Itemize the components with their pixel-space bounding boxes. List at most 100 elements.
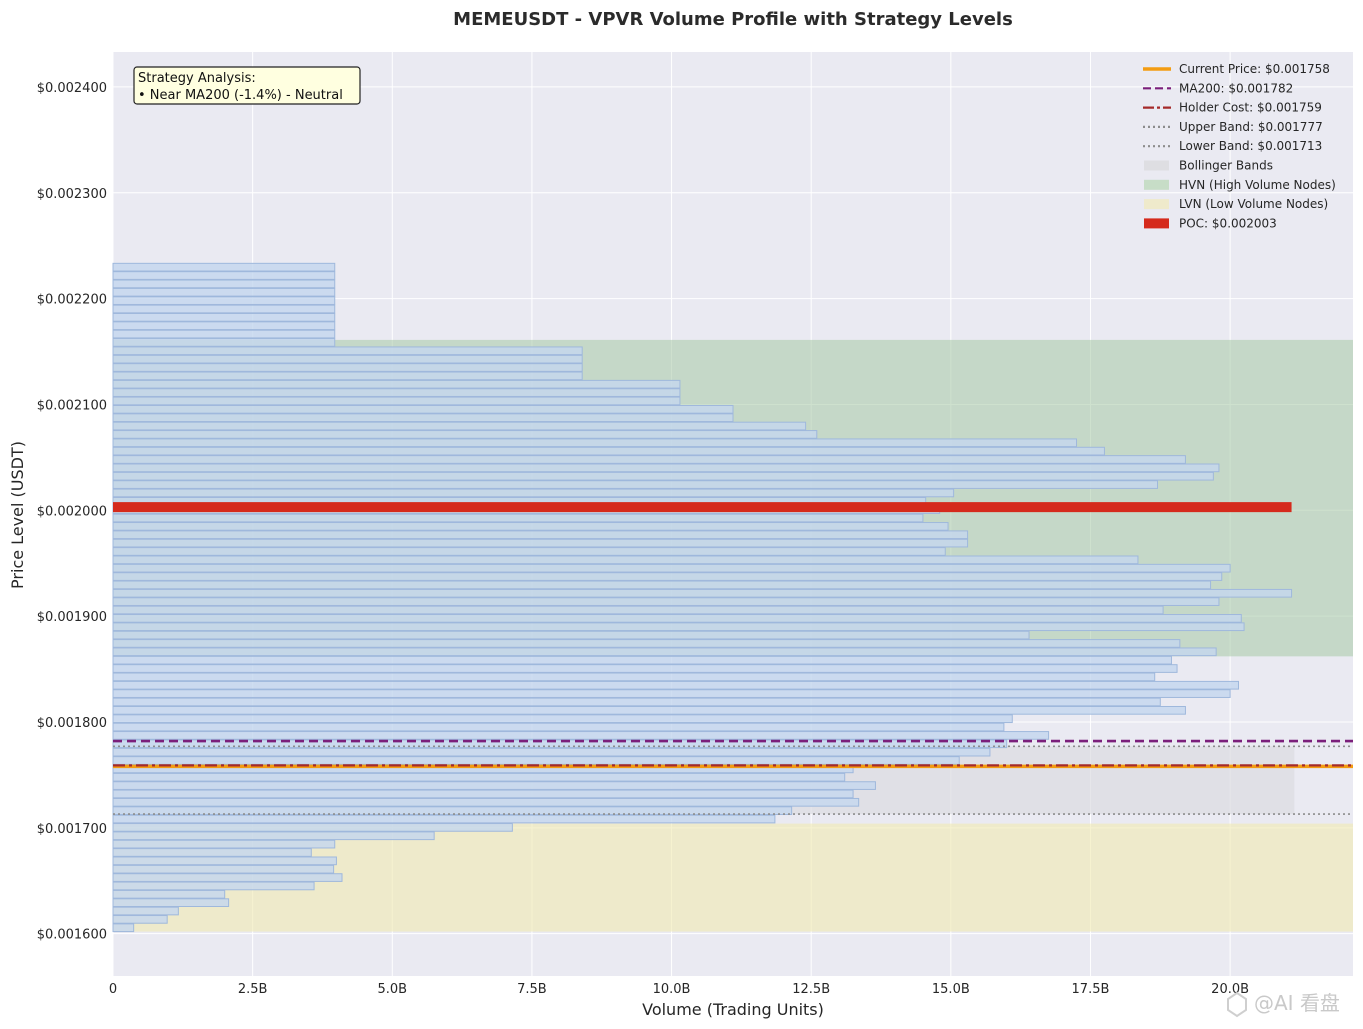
legend-item: Lower Band: $0.001713 xyxy=(1143,139,1322,153)
x-tick-label: 12.5B xyxy=(792,982,830,997)
volume-bar xyxy=(112,823,513,832)
legend-label: Holder Cost: $0.001759 xyxy=(1179,101,1322,115)
volume-bar xyxy=(112,639,1181,648)
volume-bar xyxy=(112,329,336,339)
legend-item: Bollinger Bands xyxy=(1144,159,1273,173)
volume-bar xyxy=(112,379,681,389)
volume-bar xyxy=(112,480,1159,489)
volume-bar xyxy=(112,338,336,347)
volume-bar xyxy=(112,839,336,849)
volume-bar xyxy=(112,848,312,857)
legend-label: HVN (High Volume Nodes) xyxy=(1179,178,1336,192)
volume-bar xyxy=(112,906,179,916)
annotation-title: Strategy Analysis: xyxy=(138,71,256,86)
volume-bar xyxy=(112,664,1178,673)
y-tick-label: $0.001900 xyxy=(37,610,107,625)
legend-label: Bollinger Bands xyxy=(1179,159,1273,173)
volume-bar xyxy=(112,655,1172,665)
volume-bar xyxy=(112,814,776,824)
x-tick-label: 17.5B xyxy=(1072,982,1110,997)
volume-bar xyxy=(112,739,1008,749)
volume-bar xyxy=(112,864,335,874)
y-tick-label: $0.001600 xyxy=(37,928,107,943)
legend-label: LVN (Low Volume Nodes) xyxy=(1179,197,1328,211)
volume-bar xyxy=(112,438,1078,448)
volume-bar xyxy=(112,898,230,907)
volume-bar xyxy=(112,697,1161,707)
annotation-box xyxy=(133,66,361,105)
volume-bar xyxy=(112,915,168,924)
volume-bar xyxy=(112,630,1030,640)
volume-bar xyxy=(112,873,343,882)
volume-bar xyxy=(112,563,1231,573)
annotation-line: • Near MA200 (-1.4%) - Neutral xyxy=(138,88,343,103)
volume-bar xyxy=(112,463,1220,473)
volume-bar xyxy=(112,797,860,807)
y-axis: $0.001600 $0.001700 $0.001800 $0.001900 $0.0… xyxy=(37,81,107,943)
volume-bar xyxy=(112,547,946,556)
volume-bar xyxy=(112,446,1105,456)
volume-bar xyxy=(112,488,955,498)
volume-bar xyxy=(112,572,1223,581)
legend-item: HVN (High Volume Nodes) xyxy=(1144,178,1336,192)
legend-label: MA200: $0.001782 xyxy=(1179,81,1293,95)
volume-bar xyxy=(112,672,1156,682)
y-tick-label: $0.002300 xyxy=(37,187,107,202)
volume-bar xyxy=(112,304,336,314)
legend-label: POC: $0.002003 xyxy=(1179,216,1277,230)
volume-bar xyxy=(112,538,969,548)
x-tick-label: 10.0B xyxy=(653,982,691,997)
volume-bar xyxy=(112,806,793,816)
volume-bar xyxy=(112,555,1139,565)
volume-bar xyxy=(112,731,1050,740)
volume-bar xyxy=(112,856,337,866)
y-tick-label: $0.002400 xyxy=(37,81,107,96)
volume-bar xyxy=(112,279,336,289)
legend-label: Upper Band: $0.001777 xyxy=(1179,120,1323,134)
legend-label: Current Price: $0.001758 xyxy=(1179,62,1330,76)
y-tick-label: $0.001700 xyxy=(37,822,107,837)
watermark: @AI 看盘 xyxy=(1227,991,1340,1018)
legend-swatch xyxy=(1144,218,1169,229)
legend: Current Price: $0.001758 MA200: $0.001782… xyxy=(1143,62,1336,230)
volume-bar xyxy=(112,455,1186,464)
x-axis-label: Volume (Trading Units) xyxy=(642,1000,824,1019)
volume-bars xyxy=(112,262,1293,933)
volume-bar xyxy=(112,881,315,891)
legend-label: Lower Band: $0.001713 xyxy=(1179,139,1322,153)
x-axis: 0 2.5B 5.0B 7.5B 10.0B 12.5B 15.0B 17.5B 20.0B xyxy=(109,982,1249,997)
volume-bar xyxy=(112,772,846,782)
legend-item: LVN (Low Volume Nodes) xyxy=(1144,197,1328,211)
y-axis-label: Price Level (USDT) xyxy=(8,441,27,589)
y-tick-label: $0.002100 xyxy=(37,398,107,413)
volume-bar xyxy=(112,689,1231,698)
volume-bar xyxy=(112,597,1220,606)
volume-bar xyxy=(112,680,1239,690)
level-lines xyxy=(113,739,1353,815)
volume-bar xyxy=(112,923,135,933)
x-tick-label: 0 xyxy=(109,982,117,997)
volume-bar xyxy=(112,471,1214,481)
volume-bar xyxy=(112,789,854,799)
legend-item: Current Price: $0.001758 xyxy=(1143,62,1330,76)
volume-bar xyxy=(112,705,1186,715)
volume-bar xyxy=(112,396,681,406)
chart-title: MEMEUSDT - VPVR Volume Profile with Stra… xyxy=(453,9,1013,30)
volume-bar xyxy=(112,756,960,765)
volume-bar xyxy=(112,588,1293,598)
x-tick-label: 7.5B xyxy=(517,982,547,997)
volume-bar xyxy=(112,404,734,414)
volume-bar xyxy=(112,647,1217,657)
volume-bar xyxy=(112,722,1005,732)
strategy-annotation: Strategy Analysis: • Near MA200 (-1.4%) … xyxy=(133,66,361,105)
legend-item: Upper Band: $0.001777 xyxy=(1143,120,1323,134)
legend-item: Holder Cost: $0.001759 xyxy=(1143,101,1322,115)
volume-bar xyxy=(112,714,1013,724)
legend-item: POC: $0.002003 xyxy=(1144,216,1277,230)
volume-bar xyxy=(112,388,681,397)
volume-bar xyxy=(112,831,435,841)
volume-bar xyxy=(112,287,336,297)
volume-bar xyxy=(112,614,1242,623)
volume-bar xyxy=(112,363,583,372)
watermark-text: @AI 看盘 xyxy=(1254,991,1340,1015)
